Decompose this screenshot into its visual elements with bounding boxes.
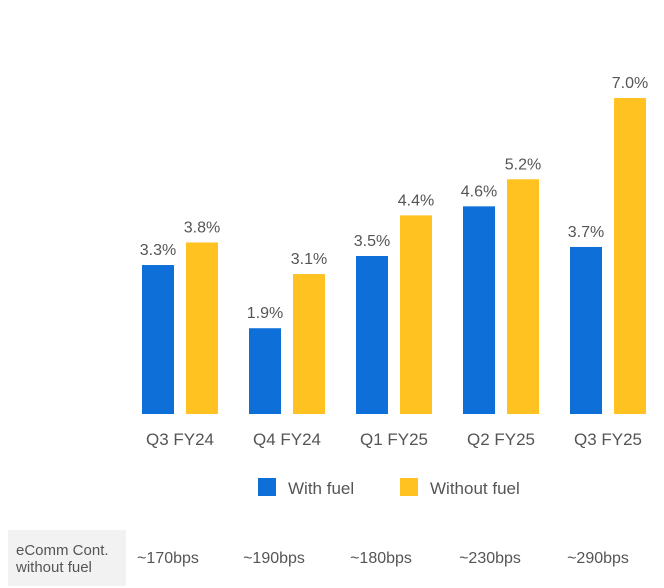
bar-without-fuel-q3-fy24: [186, 242, 218, 414]
data-label-with-fuel-q4-fy24: 1.9%: [247, 305, 283, 322]
ecomm-contribution-q3-fy25: ~290bps: [567, 550, 629, 567]
bar-with-fuel-q2-fy25: [463, 206, 495, 414]
data-label-without-fuel-q3-fy25: 7.0%: [612, 75, 648, 92]
data-label-with-fuel-q3-fy25: 3.7%: [568, 224, 604, 241]
x-tick-label-q3-fy24: Q3 FY24: [146, 430, 214, 449]
bar-without-fuel-q1-fy25: [400, 215, 432, 414]
legend-swatch-with-fuel: [258, 478, 276, 496]
x-tick-label-q3-fy25: Q3 FY25: [574, 430, 642, 449]
legend-label-without-fuel: Without fuel: [430, 479, 520, 498]
ecomm-contribution-q3-fy24: ~170bps: [137, 550, 199, 567]
data-label-without-fuel-q3-fy24: 3.8%: [184, 219, 220, 236]
bar-without-fuel-q3-fy25: [614, 98, 646, 414]
data-label-without-fuel-q4-fy24: 3.1%: [291, 251, 327, 268]
bar-chart: 3.3% 3.8% Q3 FY24 1.9% 3.1% Q4 FY24 3.5% 4.4% Q1…: [140, 75, 648, 498]
bar-with-fuel-q3-fy25: [570, 246, 602, 414]
bar-without-fuel-q2-fy25: [507, 179, 539, 414]
ecomm-contribution-label-box: eComm Cont. without fuel: [8, 530, 126, 586]
ecomm-contribution-q4-fy24: ~190bps: [243, 550, 305, 567]
x-tick-label-q4-fy24: Q4 FY24: [253, 430, 321, 449]
bar-with-fuel-q4-fy24: [249, 328, 281, 414]
data-label-with-fuel-q2-fy25: 4.6%: [461, 183, 497, 200]
bar-without-fuel-q4-fy24: [293, 274, 325, 414]
ecomm-contribution-q2-fy25: ~230bps: [459, 550, 521, 567]
x-tick-label-q1-fy25: Q1 FY25: [360, 430, 428, 449]
bar-with-fuel-q1-fy25: [356, 256, 388, 414]
data-label-with-fuel-q3-fy24: 3.3%: [140, 242, 176, 259]
ecomm-contribution-label: eComm Cont. without fuel: [16, 542, 109, 576]
legend-swatch-without-fuel: [400, 478, 418, 496]
data-label-without-fuel-q2-fy25: 5.2%: [505, 156, 541, 173]
legend-label-with-fuel: With fuel: [288, 479, 354, 498]
x-tick-label-q2-fy25: Q2 FY25: [467, 430, 535, 449]
ecomm-contribution-q1-fy25: ~180bps: [350, 550, 412, 567]
ecomm-contribution-row: eComm Cont. without fuel ~170bps ~190bps…: [0, 528, 664, 588]
bar-with-fuel-q3-fy24: [142, 265, 174, 414]
data-label-with-fuel-q1-fy25: 3.5%: [354, 233, 390, 250]
data-label-without-fuel-q1-fy25: 4.4%: [398, 192, 434, 209]
